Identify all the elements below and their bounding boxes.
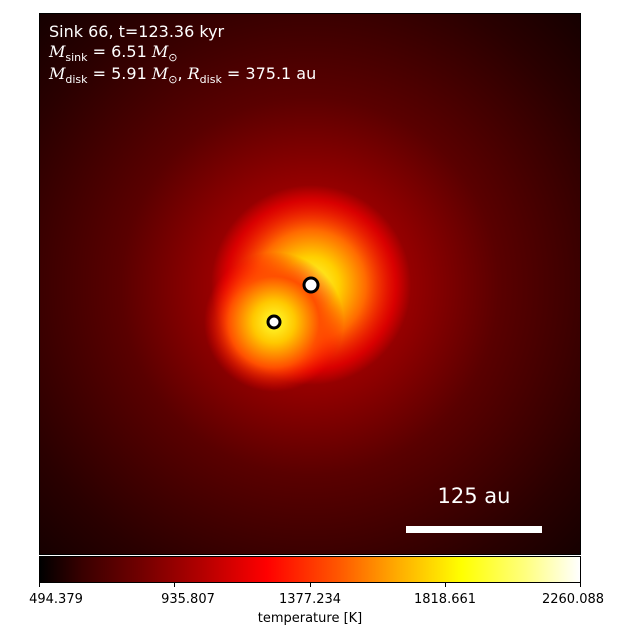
disk-radius-symbol: R	[187, 64, 200, 83]
colorbar-tick-label: 494.379	[29, 592, 83, 607]
sink-time-label: Sink 66, t=123.36 kyr	[49, 22, 225, 41]
sink-mass-symbol: M	[49, 42, 66, 61]
colorbar-tick	[310, 583, 311, 587]
temperature-map-image	[40, 14, 580, 554]
sink-mass-unit-sub: ⊙	[168, 51, 178, 65]
sink-mass-value: = 6.51	[92, 42, 147, 61]
disk-mass-subscript: disk	[65, 73, 88, 87]
disk-radius-value: = 375.1	[226, 64, 292, 83]
disk-mass-value: = 5.91	[92, 64, 147, 83]
disk-mass-symbol: M	[49, 64, 66, 83]
colorbar-tick	[174, 583, 175, 587]
scale-bar	[406, 526, 542, 533]
colorbar-tick-label: 1818.661	[413, 592, 477, 607]
sink-marker-secondary	[266, 314, 282, 330]
colorbar-tick-label: 2260.088	[541, 592, 605, 607]
sink-mass-subscript: sink	[65, 51, 88, 65]
disk-radius-unit: au	[296, 64, 317, 83]
colorbar-label: temperature [K]	[257, 611, 363, 626]
colorbar-tick	[39, 583, 40, 587]
disk-mass-unit-sub: ⊙	[168, 73, 178, 87]
colorbar	[39, 556, 581, 583]
scale-bar-label: 125 au	[437, 484, 511, 508]
colorbar-tick-label: 935.807	[161, 592, 215, 607]
sink-marker-primary	[302, 276, 320, 294]
disk-props-label: Mdisk = 5.91 M⊙, Rdisk = 375.1 au	[49, 64, 317, 87]
sink-mass-label: Msink = 6.51 M⊙	[49, 42, 177, 68]
disk-radius-subscript: disk	[199, 73, 222, 87]
colorbar-tick	[445, 583, 446, 587]
temperature-map: Sink 66, t=123.36 kyr Msink = 6.51 M⊙ Md…	[39, 13, 581, 555]
sink-mass-unit: M	[151, 42, 169, 61]
disk-mass-unit: M	[151, 64, 169, 83]
colorbar-tick	[580, 583, 581, 587]
colorbar-tick-label: 1377.234	[278, 592, 342, 607]
